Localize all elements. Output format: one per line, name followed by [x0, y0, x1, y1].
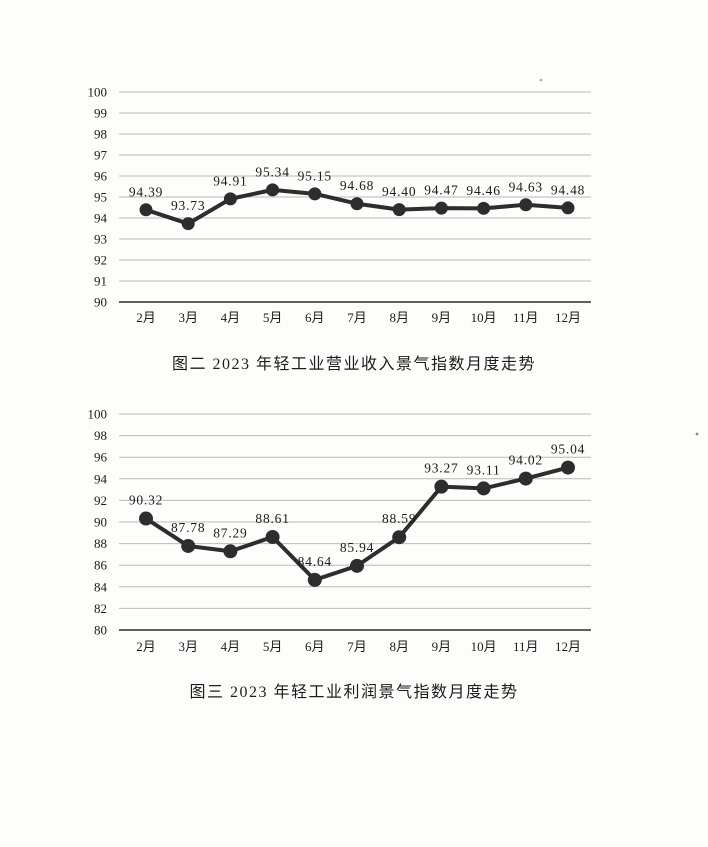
y-tick-label: 98	[94, 127, 107, 142]
y-tick-label: 95	[94, 190, 107, 205]
data-point-label: 94.68	[340, 178, 374, 193]
x-tick-label: 7月	[347, 639, 367, 654]
x-tick-label: 5月	[263, 310, 283, 325]
data-point-marker	[476, 481, 491, 496]
x-tick-label: 2月	[136, 310, 156, 325]
data-point-marker	[477, 201, 491, 215]
data-point-marker	[434, 479, 449, 494]
data-point-marker	[139, 203, 153, 217]
x-tick-label: 9月	[432, 639, 452, 654]
data-point-marker	[519, 198, 533, 212]
y-tick-label: 96	[94, 169, 108, 184]
data-point-marker	[308, 187, 322, 201]
scan-speck	[695, 432, 699, 436]
y-tick-label: 92	[94, 493, 107, 508]
x-tick-label: 10月	[471, 310, 497, 325]
data-point-label: 94.39	[129, 184, 163, 199]
x-tick-label: 8月	[389, 310, 409, 325]
data-point-label: 90.32	[129, 493, 163, 508]
x-tick-label: 12月	[555, 310, 581, 325]
x-tick-label: 4月	[221, 639, 241, 654]
data-point-label: 94.91	[213, 173, 247, 188]
data-point-marker	[223, 544, 238, 559]
data-point-label: 84.64	[298, 554, 332, 569]
x-tick-label: 9月	[432, 310, 452, 325]
y-tick-label: 100	[88, 85, 108, 100]
data-point-label: 87.78	[171, 520, 205, 535]
scan-speck	[539, 78, 543, 82]
y-tick-label: 94	[94, 471, 108, 486]
y-tick-label: 82	[94, 601, 107, 616]
x-tick-label: 6月	[305, 310, 325, 325]
data-point-marker	[266, 183, 280, 197]
y-tick-label: 98	[94, 428, 107, 443]
x-tick-label: 12月	[555, 639, 581, 654]
x-tick-label: 11月	[513, 639, 539, 654]
figure3-caption: 图三 2023 年轻工业利润景气指数月度走势	[189, 684, 519, 701]
data-point-label: 87.29	[213, 525, 247, 540]
x-tick-label: 6月	[305, 639, 325, 654]
data-point-marker	[392, 203, 406, 217]
data-point-label: 93.73	[171, 198, 205, 213]
figure2-caption: 图二 2023 年轻工业营业收入景气指数月度走势	[171, 356, 536, 373]
x-tick-label: 4月	[221, 310, 241, 325]
x-tick-label: 5月	[263, 639, 283, 654]
y-tick-label: 90	[94, 295, 107, 310]
data-point-label: 94.47	[424, 183, 458, 198]
y-tick-label: 99	[94, 106, 107, 121]
data-point-label: 88.61	[255, 511, 289, 526]
y-tick-label: 100	[88, 407, 108, 422]
data-point-label: 95.34	[255, 164, 289, 179]
data-point-label: 94.40	[382, 184, 416, 199]
x-tick-label: 11月	[513, 310, 539, 325]
y-tick-label: 92	[94, 253, 107, 268]
revenue-index-chart: 90 91 92 93 94 95 96 97 98 99 100 2月 3月 4月 5月 6月 7月 8月 9月 1…	[88, 85, 591, 325]
x-tick-label: 3月	[178, 310, 198, 325]
data-point-marker	[181, 217, 195, 231]
data-point-marker	[434, 201, 448, 215]
data-point-label: 93.27	[424, 461, 458, 476]
data-point-label: 94.46	[466, 183, 500, 198]
y-tick-label: 84	[94, 579, 108, 594]
x-tick-label: 8月	[389, 639, 409, 654]
data-point-marker	[518, 471, 533, 486]
y-tick-label: 93	[94, 232, 107, 247]
data-point-label: 94.48	[551, 182, 585, 197]
data-point-label: 93.11	[467, 462, 501, 477]
data-point-marker	[181, 538, 196, 553]
x-tick-label: 3月	[178, 639, 198, 654]
y-tick-label: 80	[94, 623, 107, 638]
data-point-marker	[392, 530, 407, 545]
y-tick-label: 96	[94, 450, 108, 465]
data-point-label: 94.02	[509, 453, 543, 468]
data-point-marker	[350, 197, 364, 211]
y-tick-label: 97	[94, 148, 108, 163]
y-tick-label: 88	[94, 536, 107, 551]
x-tick-label: 2月	[136, 639, 156, 654]
data-point-label: 94.63	[509, 179, 543, 194]
y-tick-label: 86	[94, 558, 108, 573]
data-point-marker	[139, 511, 153, 526]
data-point-marker	[265, 530, 280, 545]
y-tick-label: 91	[94, 274, 107, 289]
y-tick-label: 90	[94, 515, 107, 530]
data-point-label: 95.15	[298, 168, 332, 183]
data-point-marker	[561, 460, 575, 475]
x-tick-label: 10月	[471, 639, 497, 654]
y-tick-label: 94	[94, 211, 108, 226]
data-point-marker	[350, 558, 364, 573]
x-tick-label: 7月	[347, 310, 367, 325]
profit-index-chart: 80 82 84 86 88 90 92 94 96 98 100 2月 3月 4月 5月 6月 7月 8月 9月 1…	[88, 407, 591, 654]
data-point-marker	[561, 201, 575, 215]
data-point-marker	[307, 572, 322, 587]
data-point-marker	[223, 192, 237, 206]
data-point-label: 95.04	[551, 442, 585, 457]
data-point-label: 85.94	[340, 540, 374, 555]
data-point-label: 88.59	[382, 511, 416, 526]
